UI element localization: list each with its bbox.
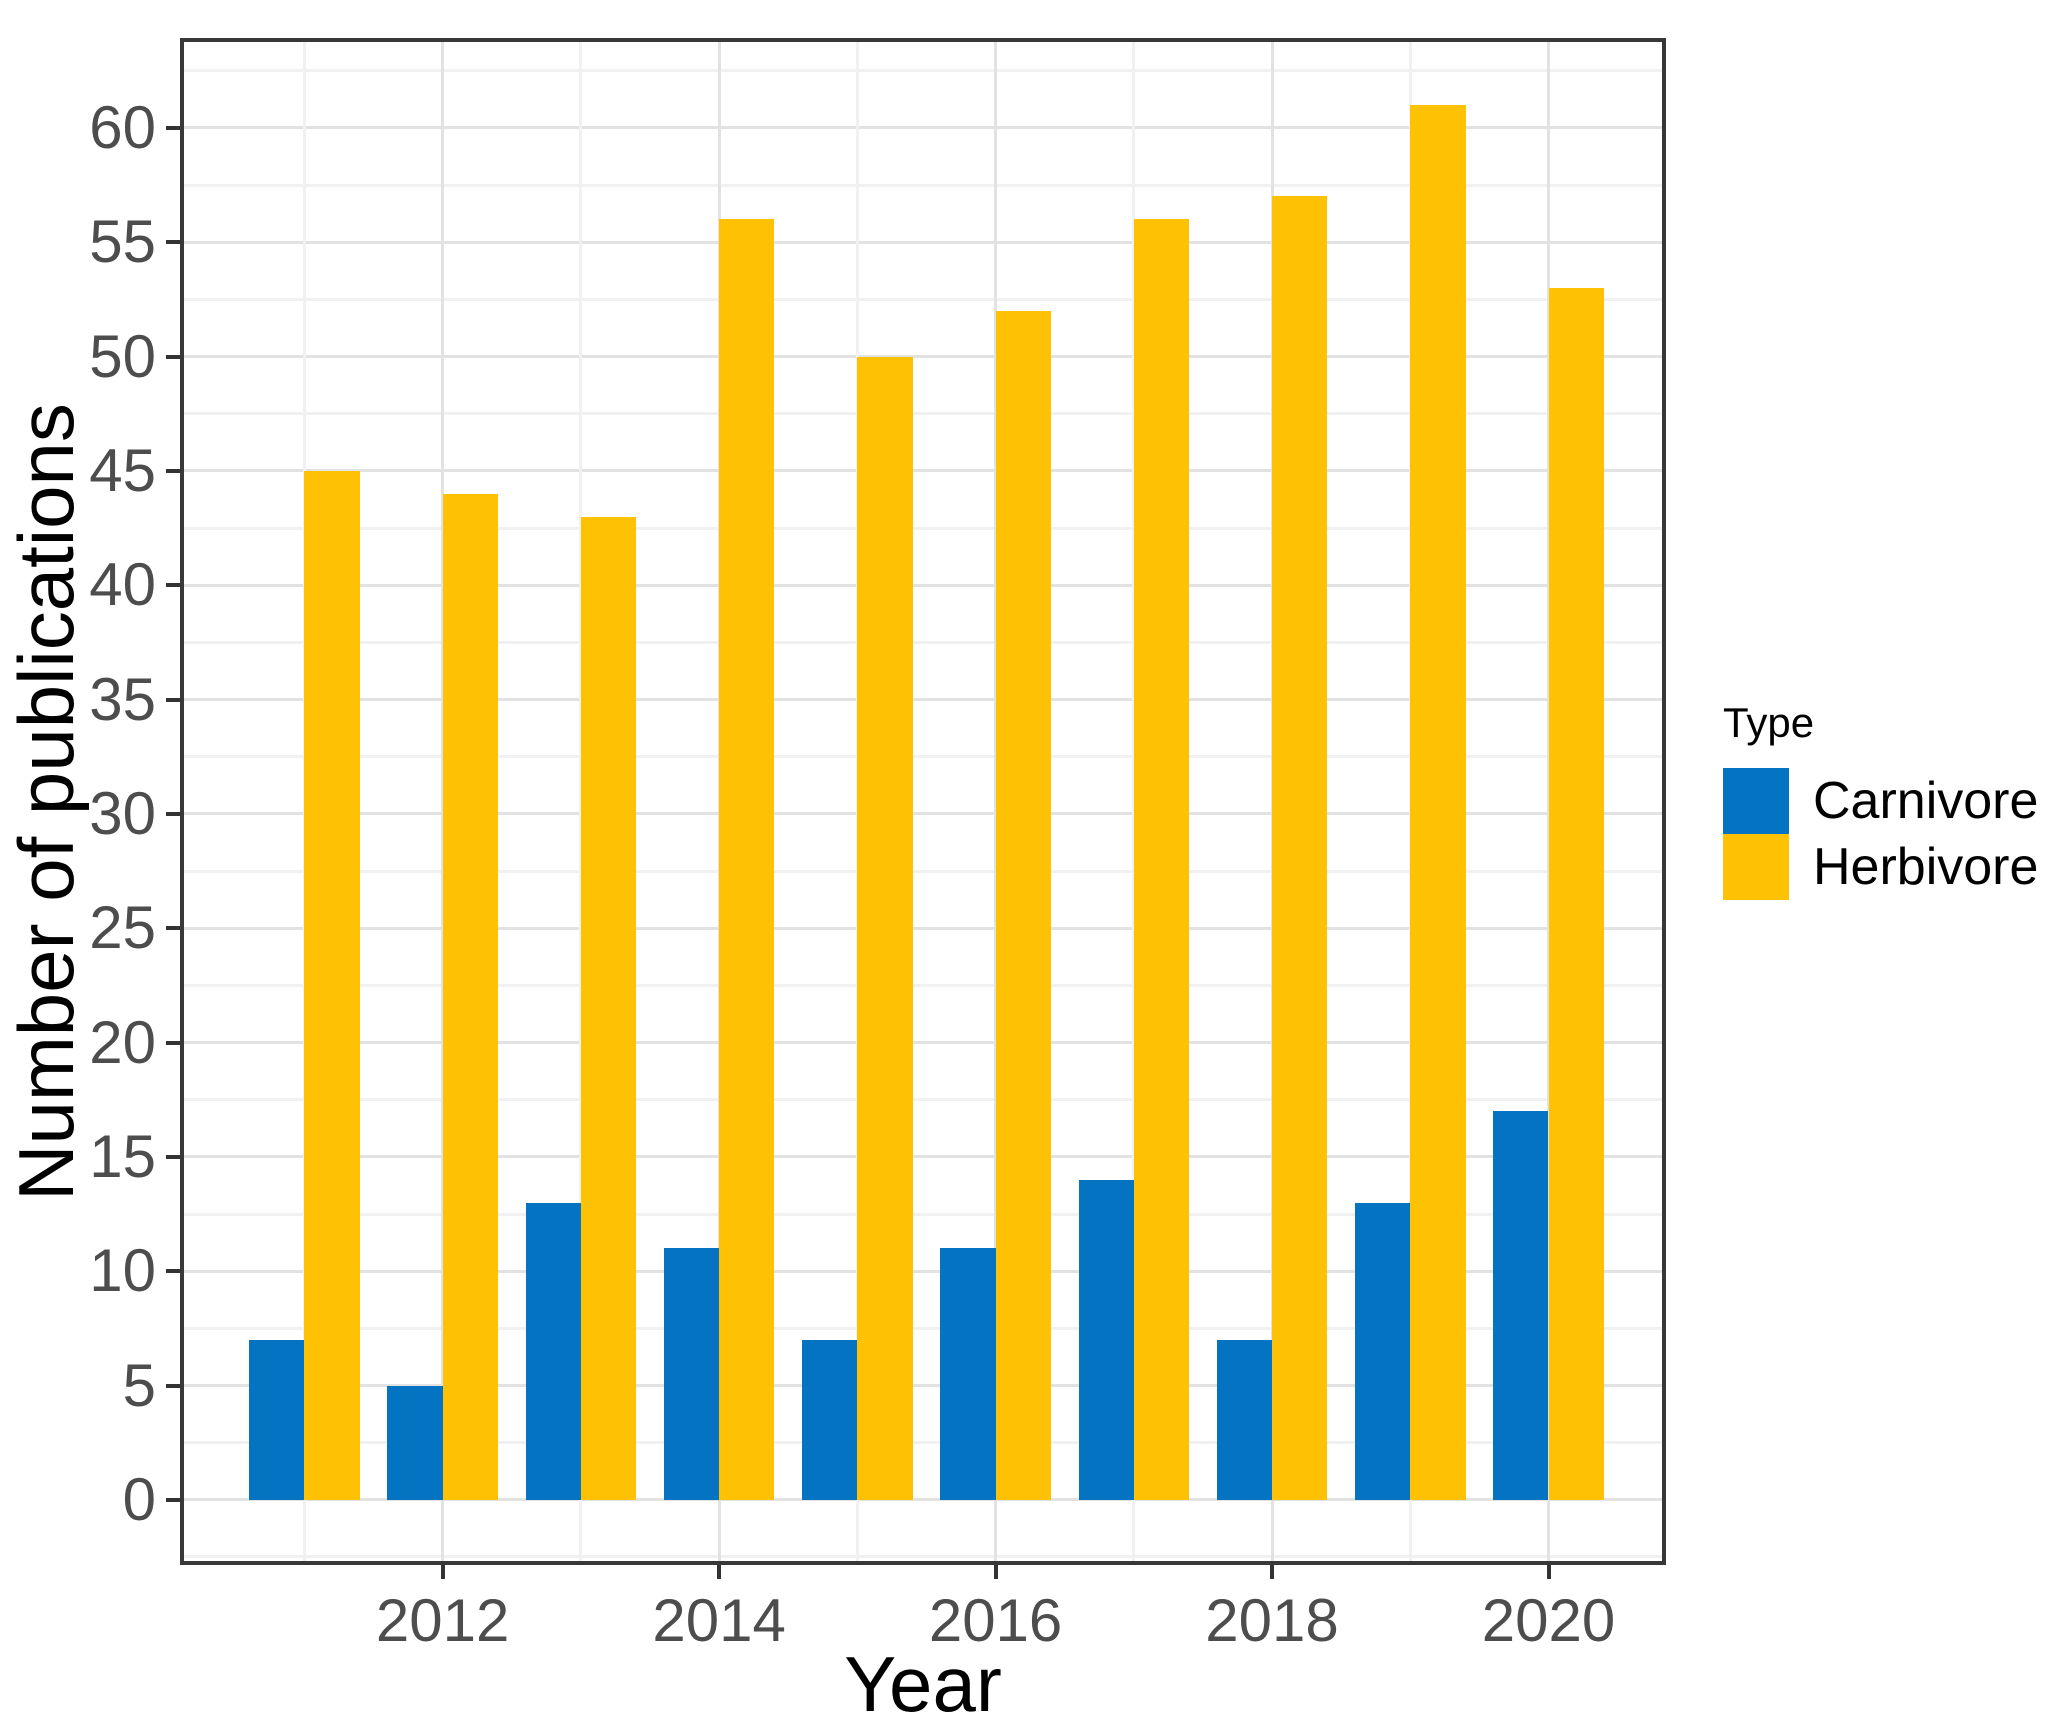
y-tick-mark xyxy=(166,125,180,130)
gridline-major-h xyxy=(180,469,1666,473)
y-tick-label: 45 xyxy=(89,436,156,504)
bar-carnivore-2013 xyxy=(525,1202,581,1500)
gridline-minor-h xyxy=(180,526,1666,530)
gridline-major-h xyxy=(180,583,1666,587)
gridline-major-h xyxy=(180,1384,1666,1387)
y-tick-label: 50 xyxy=(89,322,156,390)
bar-carnivore-2012 xyxy=(387,1385,443,1500)
plot-panel xyxy=(180,38,1666,1565)
bar-herbivore-2012 xyxy=(442,493,498,1500)
herbivore-swatch xyxy=(1723,834,1789,901)
bar-herbivore-2018 xyxy=(1272,196,1328,1500)
x-tick-label: 2012 xyxy=(375,1587,510,1654)
gridline-minor-h xyxy=(180,755,1666,759)
gridline-major-h xyxy=(180,1498,1666,1502)
y-tick-mark xyxy=(166,583,180,588)
bar-herbivore-2020 xyxy=(1548,287,1604,1500)
bar-herbivore-2015 xyxy=(857,356,913,1500)
x-tick-mark xyxy=(993,1565,998,1579)
bar-carnivore-2019 xyxy=(1354,1202,1411,1500)
bar-herbivore-2014 xyxy=(719,219,775,1500)
y-tick-mark xyxy=(166,1154,180,1159)
y-axis-title: Number of publications xyxy=(2,402,90,1201)
bar-carnivore-2017 xyxy=(1078,1179,1134,1500)
gridline-major-h xyxy=(180,355,1666,359)
carnivore-swatch xyxy=(1723,768,1789,835)
gridline-minor-h xyxy=(180,297,1666,301)
gridline-minor-h xyxy=(180,183,1666,187)
y-tick-label: 25 xyxy=(89,894,156,962)
x-tick-mark xyxy=(440,1565,445,1579)
x-tick-label: 2020 xyxy=(1481,1587,1616,1654)
gridline-major-h xyxy=(180,812,1666,816)
y-tick-label: 15 xyxy=(89,1122,156,1190)
x-tick-label: 2014 xyxy=(652,1587,786,1654)
gridline-major-h xyxy=(180,1269,1666,1273)
y-tick-label: 20 xyxy=(89,1008,156,1076)
gridline-minor-h xyxy=(180,1555,1666,1559)
gridline-major-h xyxy=(180,1155,1666,1159)
y-tick-label: 60 xyxy=(89,93,156,161)
x-tick-mark xyxy=(1546,1565,1551,1579)
y-tick-label: 10 xyxy=(89,1237,156,1305)
x-tick-label: 2016 xyxy=(928,1587,1063,1654)
y-tick-label: 40 xyxy=(89,551,156,619)
legend-label-carnivore: Carnivore xyxy=(1813,772,2039,831)
bar-carnivore-2011 xyxy=(249,1339,305,1500)
bar-herbivore-2016 xyxy=(995,310,1051,1500)
y-tick-label: 35 xyxy=(89,665,156,733)
gridline-minor-h xyxy=(180,640,1666,644)
gridline-minor-h xyxy=(180,1441,1666,1445)
y-tick-label: 30 xyxy=(89,779,156,847)
bar-carnivore-2020 xyxy=(1493,1111,1549,1500)
y-tick-mark xyxy=(166,697,180,702)
gridline-minor-h xyxy=(180,1098,1666,1102)
y-tick-mark xyxy=(166,1040,180,1045)
y-tick-mark xyxy=(166,926,180,931)
bar-carnivore-2014 xyxy=(663,1248,720,1500)
bar-herbivore-2013 xyxy=(580,516,637,1500)
gridline-minor-h xyxy=(180,983,1666,987)
y-tick-mark xyxy=(166,468,180,473)
legend: Type Carnivore Herbivore xyxy=(1723,699,2039,901)
bar-carnivore-2016 xyxy=(940,1248,996,1500)
gridline-minor-h xyxy=(180,69,1666,73)
y-tick-label: 0 xyxy=(122,1465,156,1533)
gridline-major-h xyxy=(180,1041,1666,1044)
bar-herbivore-2019 xyxy=(1410,104,1466,1500)
gridline-minor-h xyxy=(180,869,1666,873)
gridline-major-h xyxy=(180,126,1666,130)
gridline-major-h xyxy=(180,926,1666,930)
legend-item-carnivore: Carnivore xyxy=(1723,768,2039,835)
y-tick-mark xyxy=(166,811,180,816)
y-tick-mark xyxy=(166,1497,180,1502)
bar-carnivore-2015 xyxy=(802,1339,858,1500)
x-tick-label: 2018 xyxy=(1205,1587,1339,1654)
y-tick-label: 5 xyxy=(122,1351,156,1419)
y-tick-mark xyxy=(166,1269,180,1274)
legend-item-herbivore: Herbivore xyxy=(1723,834,2039,901)
gridline-minor-h xyxy=(180,412,1666,416)
x-tick-mark xyxy=(717,1565,722,1579)
legend-title: Type xyxy=(1723,699,1815,746)
x-axis-title: Year xyxy=(844,1640,1002,1728)
bar-carnivore-2018 xyxy=(1216,1339,1273,1500)
y-tick-label: 55 xyxy=(89,208,156,276)
gridline-minor-h xyxy=(180,1326,1666,1330)
gridline-major-h xyxy=(180,698,1666,702)
bar-herbivore-2011 xyxy=(304,470,360,1500)
bar-herbivore-2017 xyxy=(1133,219,1190,1500)
x-tick-mark xyxy=(1270,1565,1275,1579)
gridline-major-h xyxy=(180,240,1666,244)
legend-label-herbivore: Herbivore xyxy=(1813,838,2039,897)
y-tick-mark xyxy=(166,1383,180,1388)
gridline-minor-h xyxy=(180,1212,1666,1216)
y-tick-mark xyxy=(166,240,180,245)
y-tick-mark xyxy=(166,354,180,359)
